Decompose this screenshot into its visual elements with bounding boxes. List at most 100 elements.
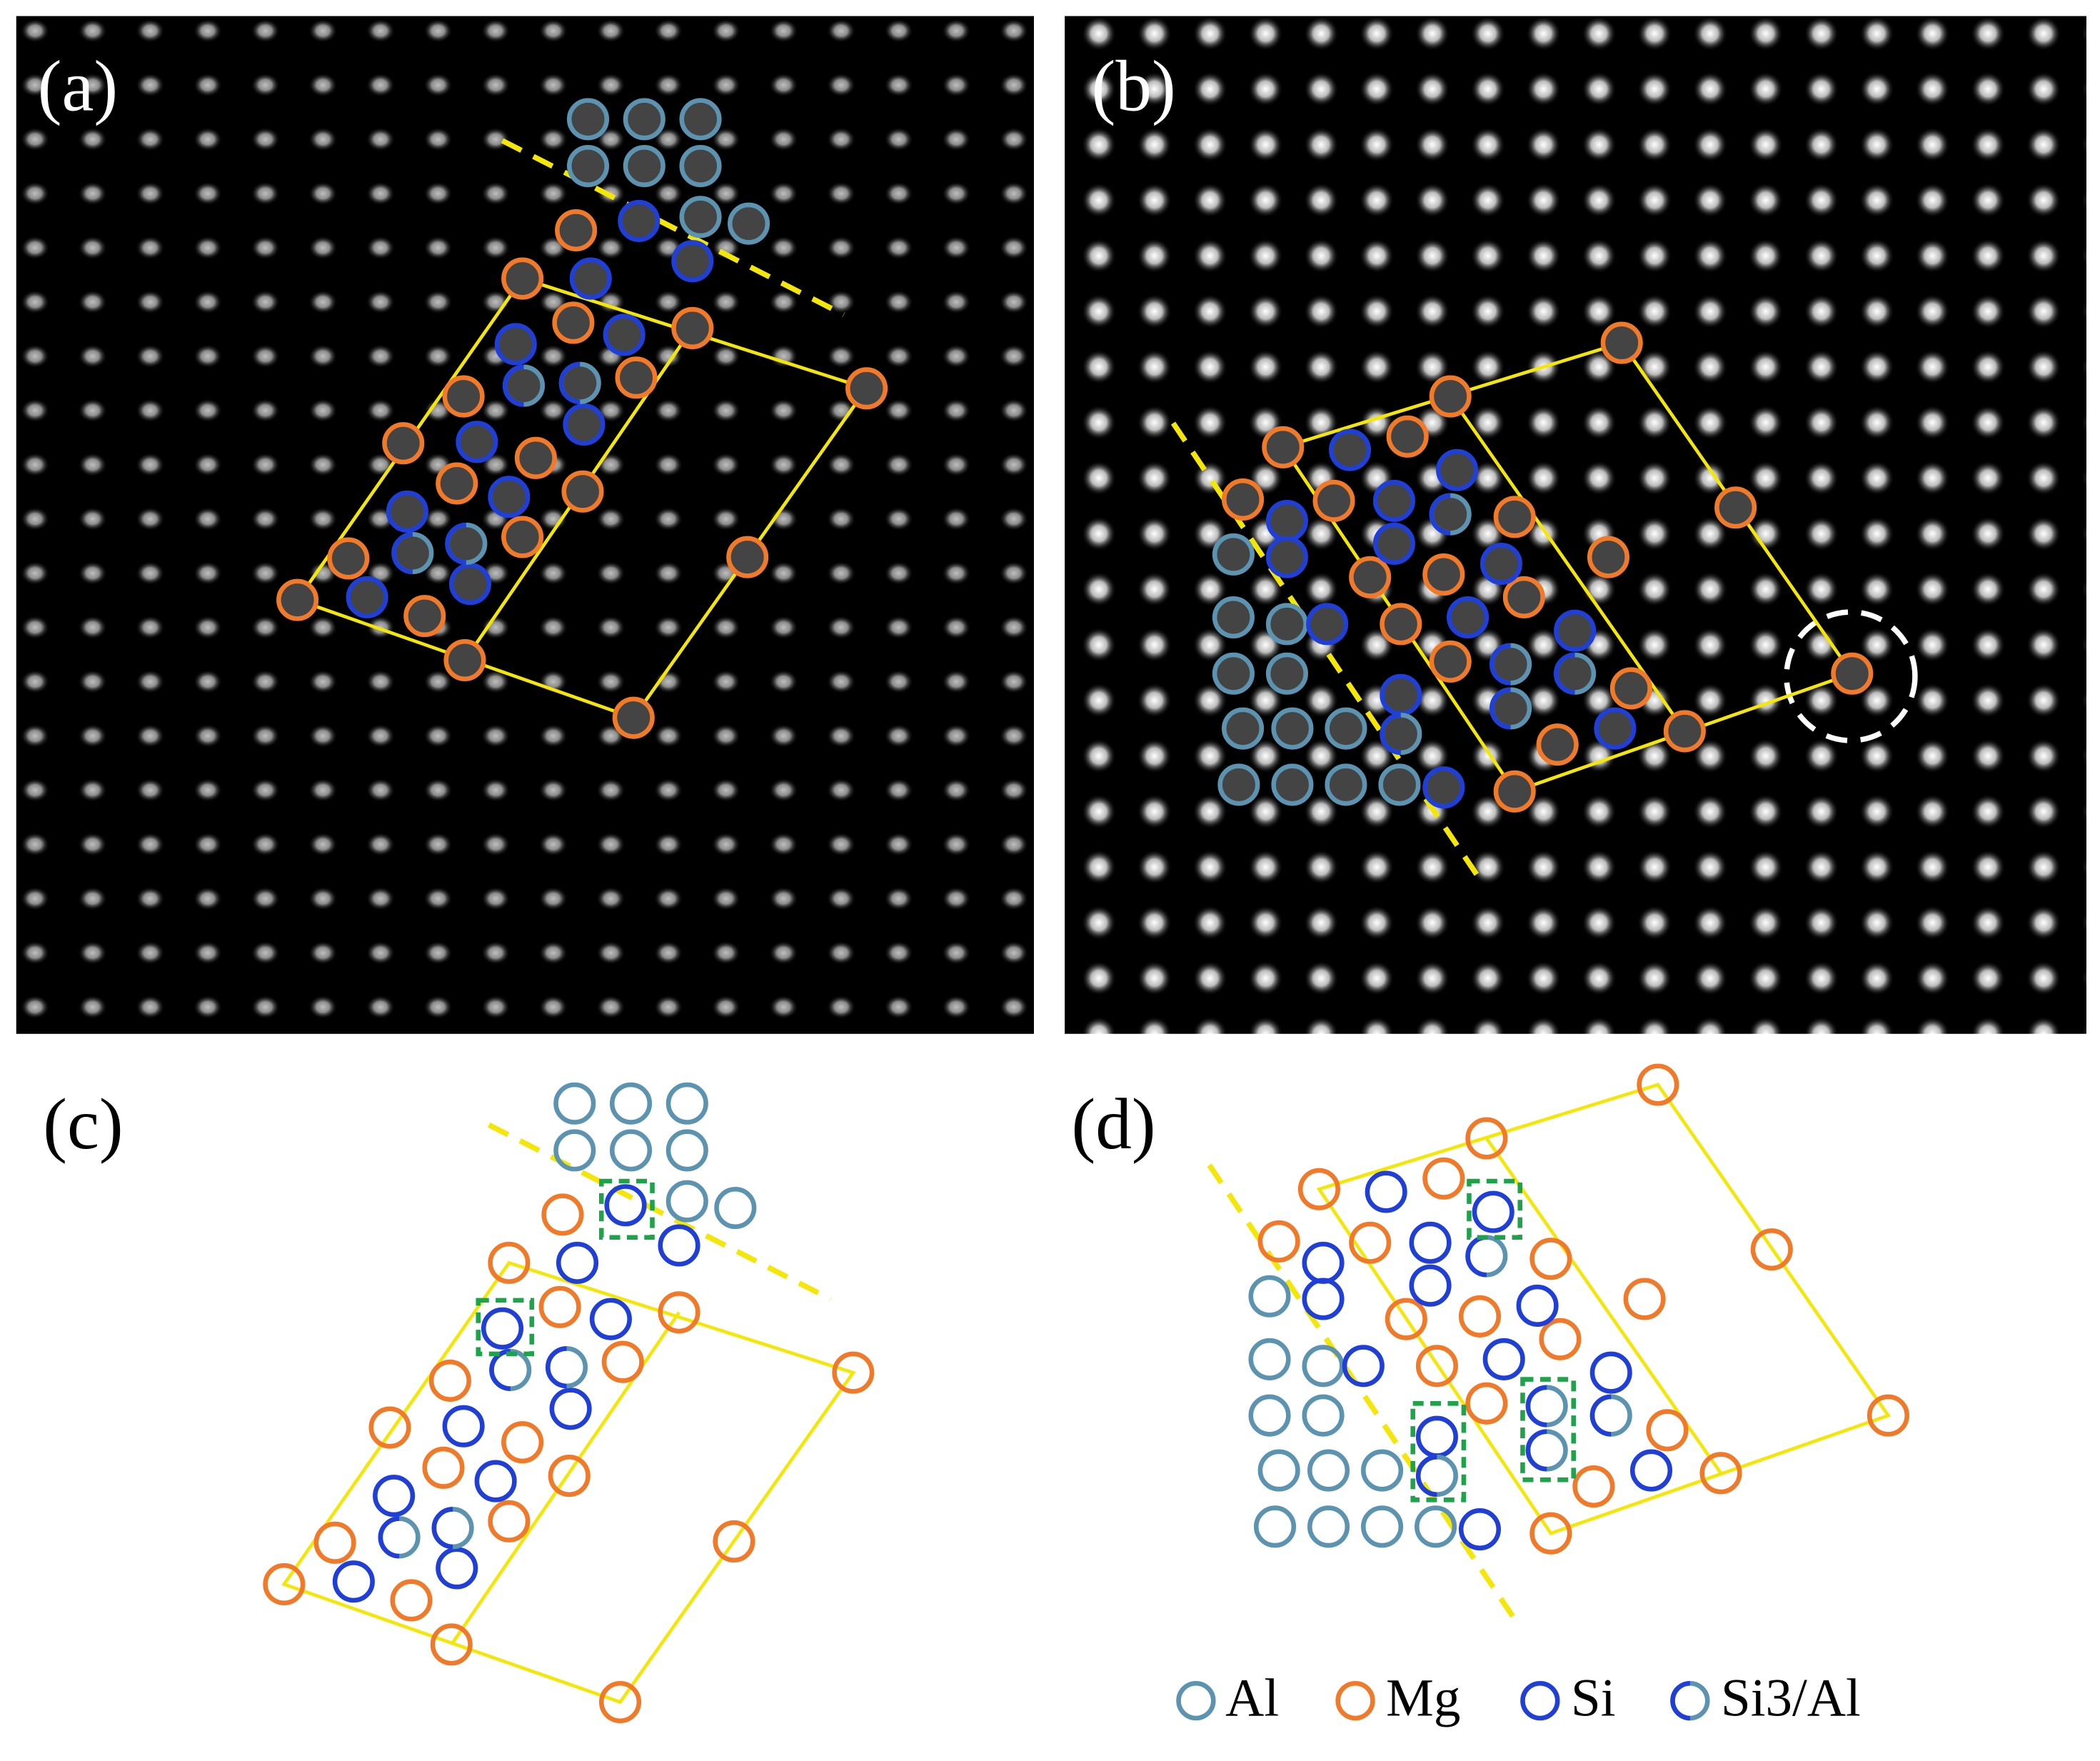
atom-mg	[436, 462, 478, 505]
atom-si	[1594, 707, 1637, 750]
legend-label: Si3/Al	[1721, 1669, 1861, 1728]
atom-al	[679, 144, 722, 188]
atom-si	[549, 1388, 592, 1430]
atom-mg	[514, 436, 557, 479]
atom-si	[1422, 766, 1465, 809]
atom-al	[1248, 1394, 1291, 1437]
atom-mg	[1609, 667, 1652, 710]
atom-si	[332, 1560, 375, 1603]
atom-al	[1307, 1449, 1350, 1492]
atom-mg	[263, 1562, 306, 1605]
atom-mg	[327, 537, 370, 580]
atom-si	[474, 1460, 517, 1502]
atom-al	[679, 98, 722, 141]
atom-si	[1554, 609, 1597, 652]
model-overlay	[276, 98, 888, 739]
atom-mg	[1312, 479, 1355, 522]
atom-mg	[1539, 1318, 1582, 1360]
interface-line	[1170, 421, 1487, 887]
atom-mg	[845, 367, 888, 410]
atom-al	[1307, 1505, 1350, 1548]
highlight-box	[1467, 1178, 1523, 1240]
atom-si3-al-half	[1489, 643, 1511, 686]
atom-mg	[1600, 321, 1643, 364]
atom-al	[714, 1186, 757, 1230]
atom-si3-al-half	[558, 361, 581, 404]
model-overlay	[1207, 1063, 1909, 1629]
atom-mg	[548, 1455, 591, 1497]
atom-al	[1222, 707, 1265, 750]
atom-mg	[488, 1500, 531, 1542]
atom-al	[1361, 1505, 1404, 1548]
highlight-circle	[1784, 609, 1918, 743]
atom-al	[1248, 1338, 1291, 1380]
atom-al	[566, 144, 610, 188]
atom-mg	[1572, 1465, 1615, 1508]
atom-si3-al-half	[1429, 493, 1451, 536]
atom-mg	[403, 595, 446, 638]
atom-si3-al-half	[1554, 652, 1575, 695]
atom-si	[1472, 1190, 1514, 1233]
model-overlay	[263, 1082, 875, 1724]
atom-al	[610, 1082, 653, 1125]
atom-mg	[1465, 1117, 1508, 1160]
atom-si3-al-half	[1525, 1429, 1547, 1472]
atom-al	[665, 1180, 708, 1223]
atom-al	[623, 98, 665, 141]
atom-si	[1329, 428, 1372, 471]
atom-mg	[561, 470, 604, 513]
atom-mg	[1422, 1157, 1465, 1200]
atom-si3-al-half	[378, 1516, 400, 1559]
atom-al	[1254, 1505, 1297, 1548]
atom-mg	[443, 638, 486, 682]
atom-mg	[1663, 710, 1706, 753]
legend-label: Mg	[1386, 1669, 1460, 1728]
atom-al	[665, 1129, 708, 1172]
highlight-box	[598, 1178, 655, 1240]
atom-si	[1365, 1170, 1407, 1213]
interface-line	[501, 138, 845, 318]
atom-si	[1372, 479, 1415, 522]
atom-mg	[1385, 1298, 1427, 1340]
atom-si	[1479, 542, 1523, 586]
atom-al	[566, 98, 610, 141]
atom-al	[1257, 1449, 1300, 1492]
atom-al	[1212, 533, 1255, 576]
atom-si	[604, 1184, 647, 1227]
atom-si	[1436, 448, 1479, 491]
image-b	[1065, 16, 2086, 1034]
atom-mg	[1349, 1221, 1392, 1264]
atom-mg	[1637, 1063, 1679, 1106]
atom-mg	[1646, 1409, 1689, 1452]
legend-label: Si	[1571, 1669, 1616, 1728]
atom-si3-al-half	[1380, 713, 1402, 756]
atom-mg	[1415, 1345, 1458, 1388]
atom-al	[665, 1082, 708, 1125]
atom-mg	[1750, 1228, 1793, 1271]
atom-si	[386, 490, 428, 533]
highlight-box	[476, 1298, 535, 1357]
atom-mg	[1529, 1238, 1572, 1280]
panel-label: (a)	[38, 46, 118, 126]
atom-mg	[368, 1406, 411, 1449]
atom-mg	[552, 301, 595, 344]
atom-mg	[1536, 723, 1579, 766]
atom-si	[1342, 1345, 1385, 1388]
atom-mg	[1222, 478, 1265, 521]
atom-si	[1372, 522, 1415, 565]
atom-mg	[1458, 1295, 1502, 1338]
legend-marker	[1520, 1680, 1560, 1721]
atom-si	[1409, 1264, 1452, 1307]
atom-mg	[488, 1241, 531, 1284]
atom-si	[373, 1475, 416, 1517]
atom-mg	[422, 1446, 465, 1489]
legend-label: Al	[1225, 1669, 1279, 1728]
atom-si	[1482, 1338, 1525, 1380]
atom-mg	[726, 536, 769, 578]
atom-mg	[538, 1285, 581, 1328]
atom-mg	[1867, 1394, 1909, 1437]
panel-label: (b)	[1092, 46, 1176, 126]
atom-mg	[1429, 375, 1472, 418]
atom-si3-al-half	[445, 522, 467, 565]
atom-al	[728, 202, 770, 245]
